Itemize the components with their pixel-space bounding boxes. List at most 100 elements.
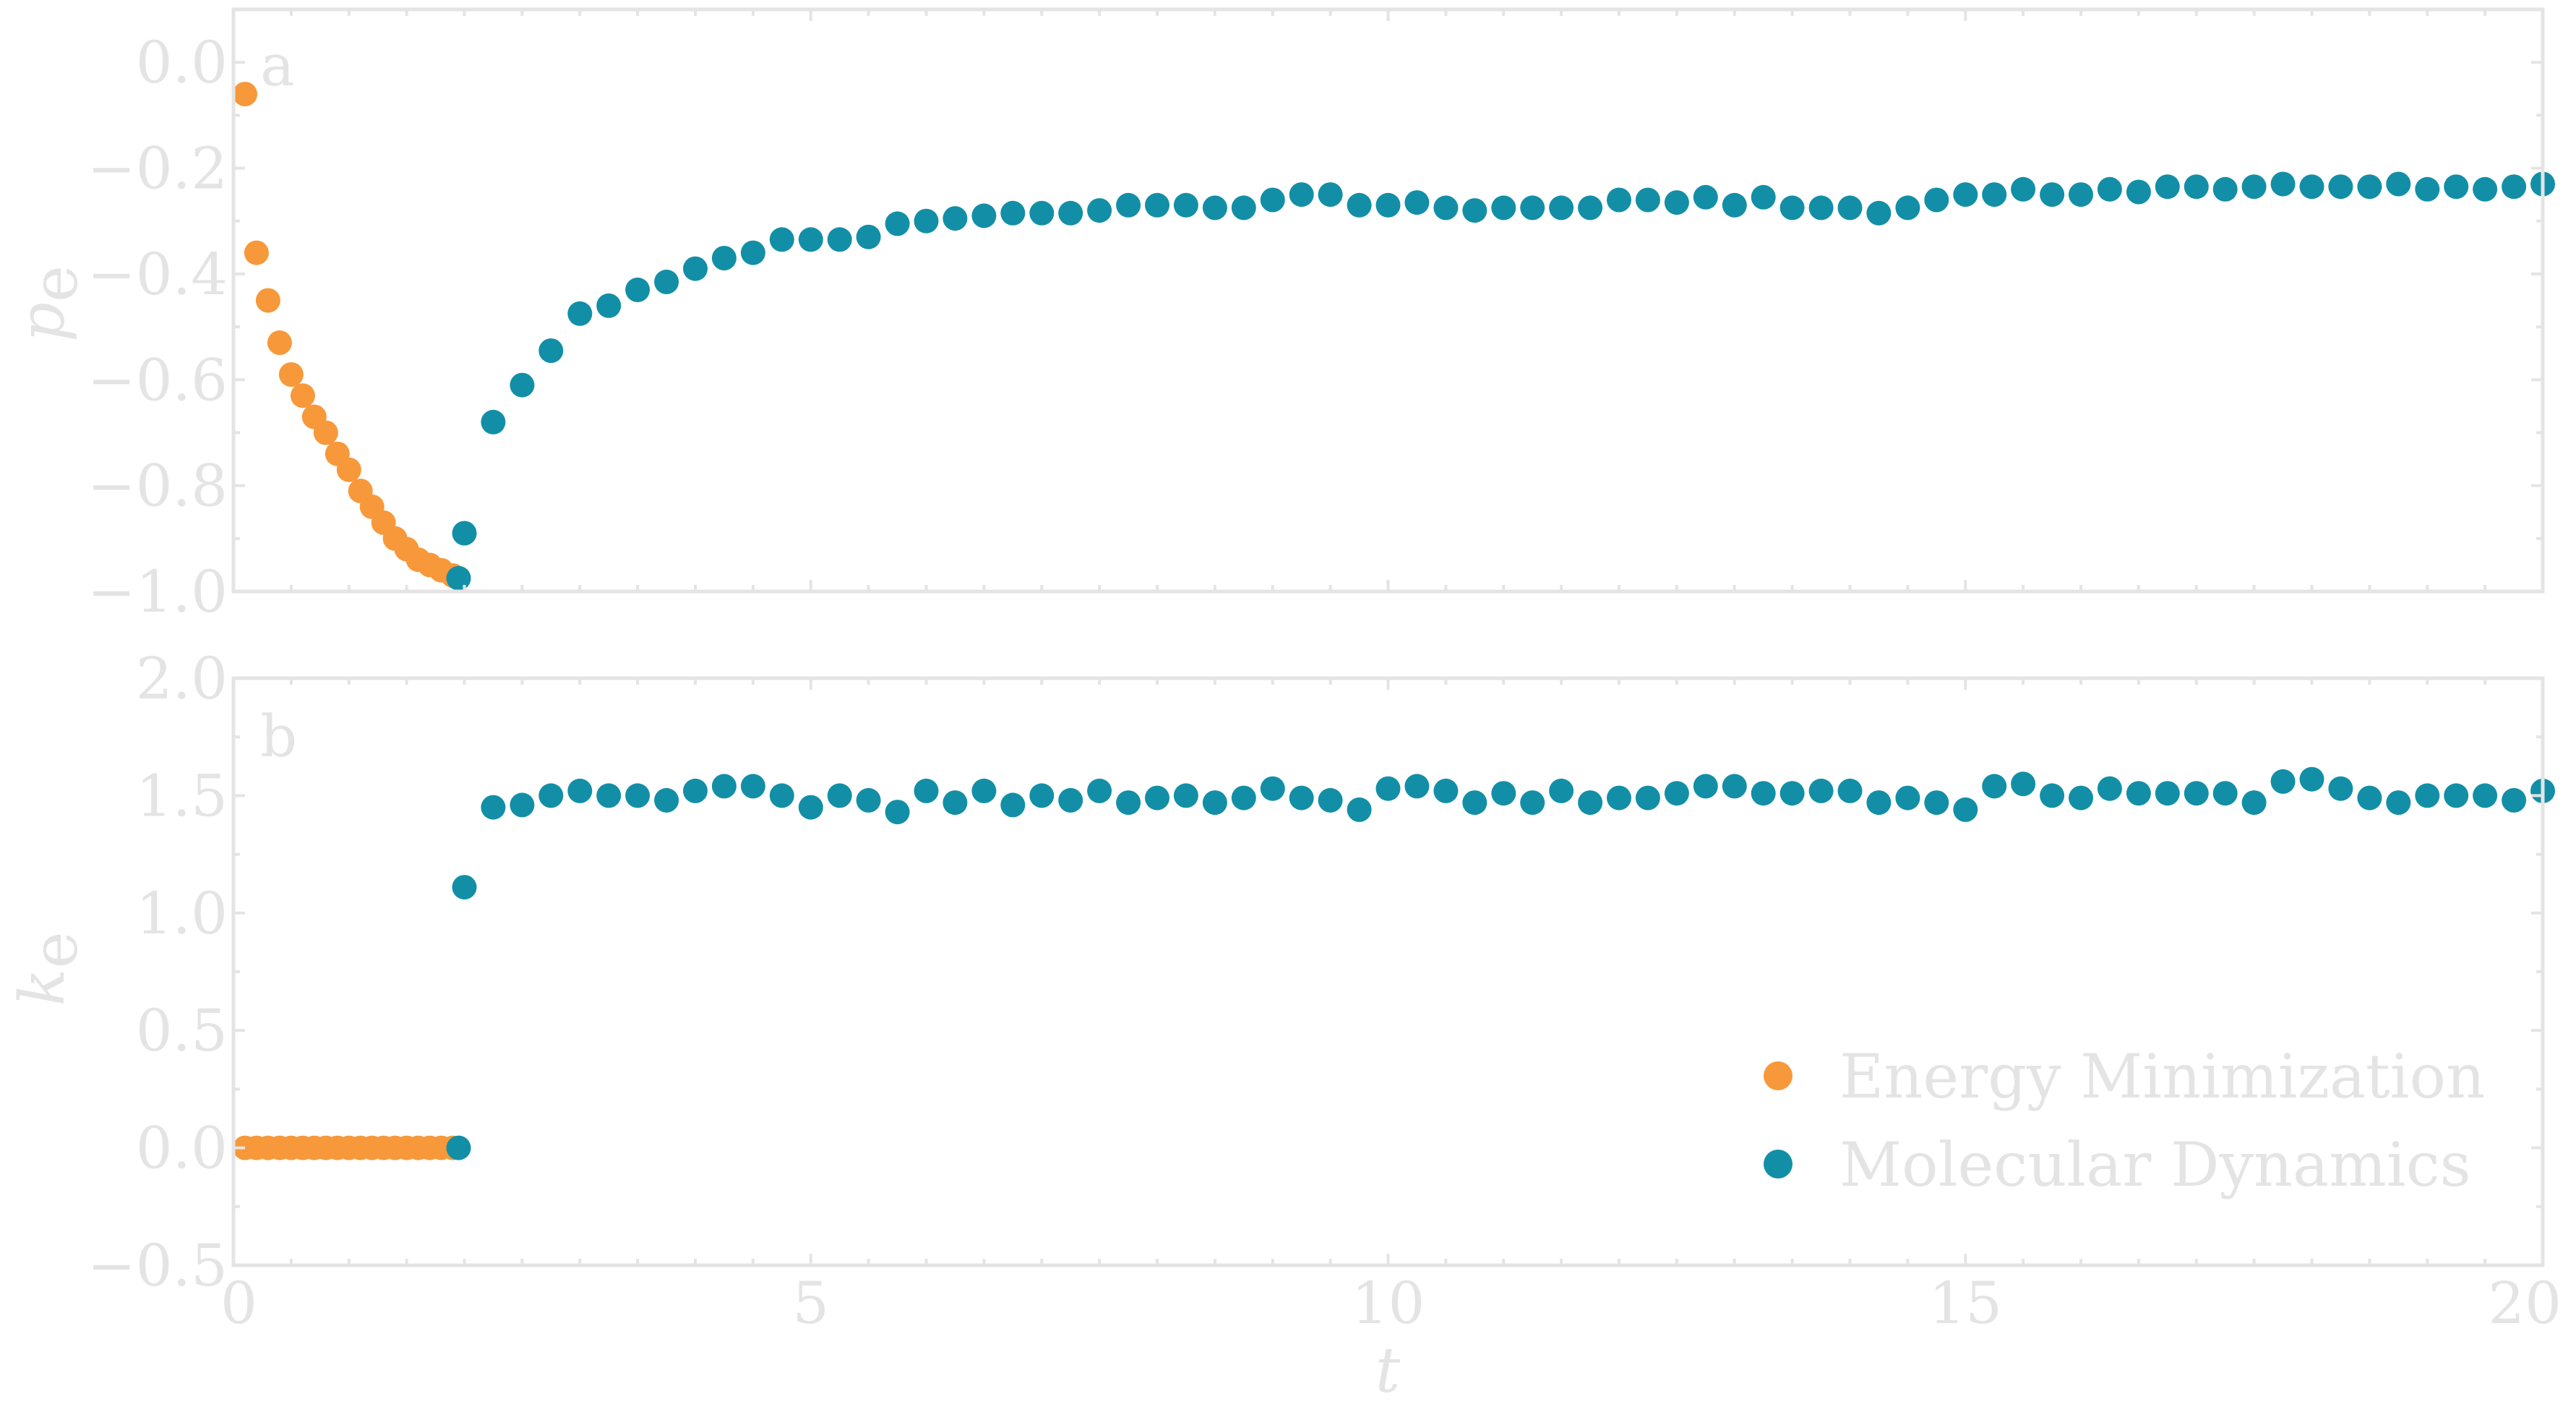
point-molecular-dynamics — [1462, 198, 1487, 223]
point-molecular-dynamics — [1722, 774, 1747, 799]
point-molecular-dynamics — [683, 778, 708, 803]
point-molecular-dynamics — [1751, 184, 1776, 210]
point-molecular-dynamics — [452, 875, 477, 900]
point-molecular-dynamics — [1231, 785, 1256, 810]
panel-a-ticks — [232, 8, 2544, 593]
point-molecular-dynamics — [510, 372, 535, 398]
point-molecular-dynamics — [1866, 200, 1892, 226]
point-molecular-dynamics — [446, 565, 471, 591]
point-molecular-dynamics — [1837, 195, 1863, 221]
point-molecular-dynamics — [769, 227, 794, 252]
point-molecular-dynamics — [1953, 182, 1978, 208]
point-molecular-dynamics — [2069, 182, 2093, 208]
point-molecular-dynamics — [452, 521, 477, 546]
point-molecular-dynamics — [2184, 174, 2209, 200]
point-molecular-dynamics — [1173, 192, 1198, 218]
x-tick-label: 5 — [792, 1270, 829, 1337]
point-molecular-dynamics — [1145, 192, 1169, 218]
x-axis-label: t — [1375, 1335, 1401, 1407]
legend: Energy Minimization Molecular Dynamics — [1764, 1041, 2485, 1200]
point-energy-minimization — [244, 240, 269, 265]
point-molecular-dynamics — [2270, 769, 2296, 794]
y-tick-label: 0.5 — [136, 997, 228, 1064]
point-molecular-dynamics — [1347, 192, 1372, 218]
point-molecular-dynamics — [740, 774, 765, 799]
point-molecular-dynamics — [1087, 778, 1112, 803]
panel-b-points — [233, 766, 2555, 1160]
y-tick-label: −0.8 — [87, 453, 228, 520]
point-molecular-dynamics — [2040, 783, 2065, 808]
y-tick-label: 1.5 — [136, 762, 228, 829]
point-molecular-dynamics — [1058, 787, 1083, 813]
point-molecular-dynamics — [914, 778, 939, 803]
legend-label-energy-minimization: Energy Minimization — [1839, 1041, 2485, 1112]
point-molecular-dynamics — [567, 301, 593, 326]
point-molecular-dynamics — [1866, 790, 1892, 816]
point-molecular-dynamics — [1635, 785, 1660, 810]
point-molecular-dynamics — [2473, 783, 2498, 808]
point-molecular-dynamics — [1982, 774, 2007, 799]
point-molecular-dynamics — [1549, 778, 1574, 803]
point-molecular-dynamics — [2444, 174, 2469, 200]
point-molecular-dynamics — [2357, 785, 2382, 810]
panel-a: 0.0 −0.2 −0.4 −0.6 −0.8 −1.0 a pe — [7, 7, 2555, 625]
point-molecular-dynamics — [1751, 781, 1776, 806]
point-molecular-dynamics — [2328, 174, 2353, 200]
point-molecular-dynamics — [2040, 182, 2065, 208]
point-energy-minimization — [290, 383, 315, 409]
legend-marker-molecular-dynamics — [1764, 1150, 1793, 1179]
point-molecular-dynamics — [654, 787, 679, 813]
point-molecular-dynamics — [1808, 195, 1834, 221]
point-molecular-dynamics — [2299, 766, 2324, 792]
point-molecular-dynamics — [1145, 785, 1169, 810]
panel-b-label: b — [260, 703, 297, 770]
point-molecular-dynamics — [1289, 785, 1314, 810]
point-molecular-dynamics — [1664, 781, 1689, 806]
point-molecular-dynamics — [1953, 797, 1978, 822]
point-molecular-dynamics — [2155, 781, 2180, 806]
point-molecular-dynamics — [1116, 192, 1141, 218]
point-molecular-dynamics — [1491, 195, 1516, 221]
point-energy-minimization — [336, 457, 361, 482]
point-molecular-dynamics — [1837, 778, 1863, 803]
panel-a-frame — [231, 7, 2545, 594]
point-molecular-dynamics — [1808, 778, 1834, 803]
point-molecular-dynamics — [2386, 171, 2411, 197]
point-molecular-dynamics — [1202, 195, 1227, 221]
x-tick-label: 15 — [1928, 1270, 2002, 1337]
y-tick-label: 2.0 — [136, 645, 228, 712]
point-molecular-dynamics — [2270, 171, 2296, 197]
point-molecular-dynamics — [1578, 790, 1603, 816]
point-molecular-dynamics — [2473, 176, 2498, 202]
point-molecular-dynamics — [856, 224, 881, 249]
point-molecular-dynamics — [2126, 781, 2151, 806]
point-molecular-dynamics — [1722, 192, 1747, 218]
y-tick-label: −0.5 — [87, 1232, 228, 1299]
point-molecular-dynamics — [2241, 790, 2267, 816]
panel-a-ylabel: pe — [7, 265, 92, 342]
point-molecular-dynamics — [1375, 776, 1401, 801]
y-tick-label: −0.2 — [87, 135, 228, 202]
point-molecular-dynamics — [1520, 790, 1545, 816]
point-molecular-dynamics — [446, 1135, 471, 1160]
y-tick-label: −0.6 — [87, 346, 228, 414]
point-molecular-dynamics — [2155, 174, 2180, 200]
point-molecular-dynamics — [711, 246, 737, 270]
point-molecular-dynamics — [1087, 198, 1112, 223]
point-molecular-dynamics — [683, 256, 708, 281]
point-molecular-dynamics — [1260, 776, 1285, 801]
y-tick-label: 0.0 — [136, 29, 228, 96]
point-molecular-dynamics — [2011, 771, 2036, 797]
point-molecular-dynamics — [1347, 797, 1372, 822]
point-molecular-dynamics — [538, 783, 564, 808]
point-molecular-dynamics — [1404, 190, 1430, 215]
point-molecular-dynamics — [2328, 776, 2353, 801]
point-molecular-dynamics — [1693, 184, 1718, 210]
point-molecular-dynamics — [2011, 176, 2036, 202]
point-molecular-dynamics — [2415, 783, 2440, 808]
point-molecular-dynamics — [596, 783, 622, 808]
point-energy-minimization — [267, 330, 292, 355]
point-molecular-dynamics — [2069, 785, 2093, 810]
point-molecular-dynamics — [1693, 774, 1718, 799]
point-energy-minimization — [233, 82, 257, 107]
